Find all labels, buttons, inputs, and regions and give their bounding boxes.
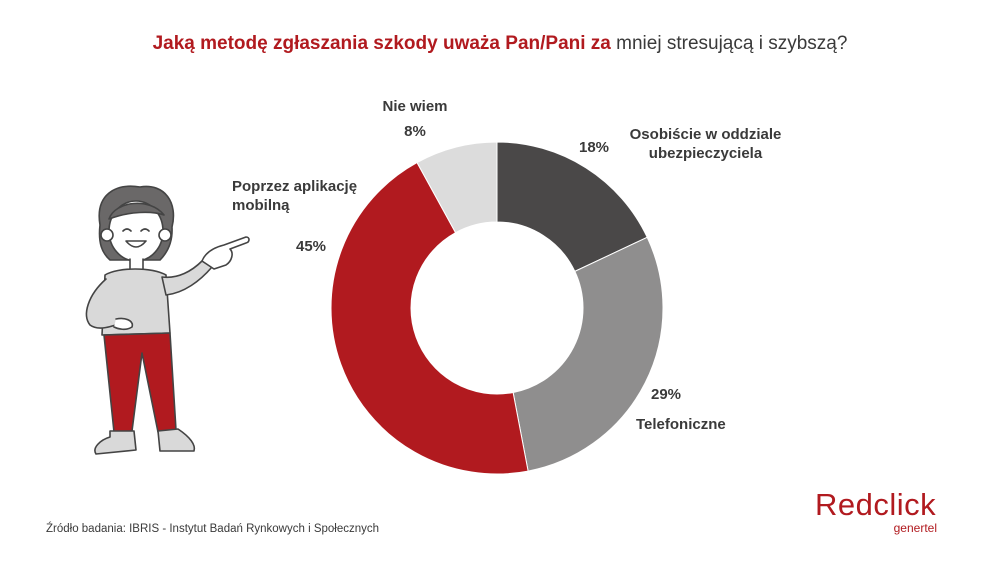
logo-brand: Redclick — [815, 487, 937, 522]
label-osobiscie: Osobiście w oddziale ubezpieczyciela — [618, 125, 793, 163]
label-aplikacja-line2: mobilną — [232, 197, 290, 214]
label-aplikacja: Poprzez aplikację mobilną — [232, 177, 357, 215]
donut-chart — [330, 141, 664, 475]
brand-logo: Redclick genertel — [815, 489, 945, 539]
slice-niewiem — [416, 141, 498, 234]
label-aplikacja-line1: Poprzez aplikację — [232, 178, 358, 195]
label-osobiscie-line1: Osobiście w oddziale — [629, 126, 782, 143]
chart-title: Jaką metodę zgłaszania szkody uważa Pan/… — [0, 33, 1000, 55]
slice-aplikacja — [330, 161, 529, 475]
label-telefoniczne-pct: 29% — [651, 386, 682, 403]
source-note: Źródło badania: IBRIS - Instytut Badań R… — [46, 523, 380, 535]
slice-osobiscie — [496, 141, 648, 273]
label-aplikacja-pct: 45% — [296, 238, 327, 255]
label-telefoniczne: Telefoniczne — [636, 416, 726, 433]
label-osobiscie-line2: ubezpieczyciela — [648, 145, 763, 162]
label-niewiem: Nie wiem 8% — [370, 97, 460, 141]
woman-pointing-illustration — [85, 185, 250, 455]
label-niewiem-text: Nie wiem — [382, 98, 448, 115]
title-bold: Jaką metodę zgłaszania szkody uważa Pan/… — [152, 33, 611, 54]
title-regular: mniej stresującą i szybszą? — [616, 33, 848, 54]
label-niewiem-pct: 8% — [404, 123, 426, 140]
slice-telefoniczne — [512, 236, 664, 472]
label-osobiscie-pct: 18% — [579, 139, 610, 156]
logo-sub: genertel — [893, 521, 937, 535]
